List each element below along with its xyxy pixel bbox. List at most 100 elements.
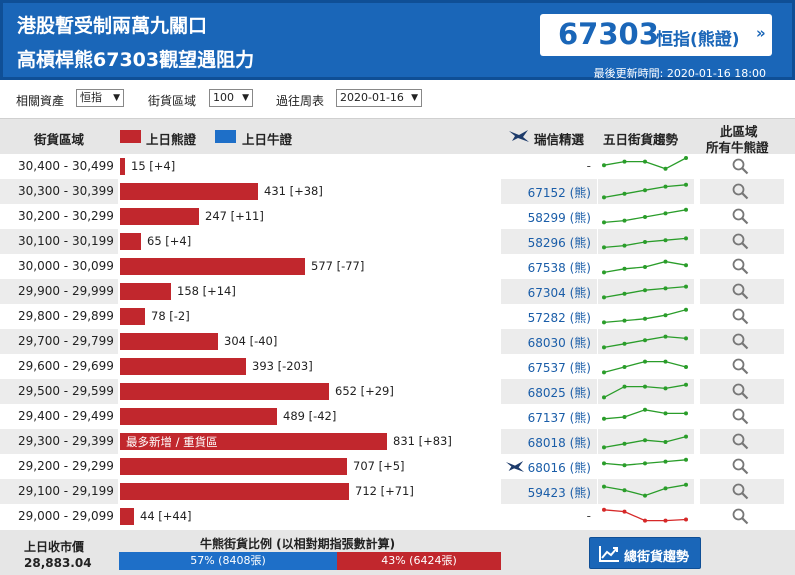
trend-sparkline — [602, 307, 688, 325]
table-row: 30,100 - 30,199 65 [+4] 58296 (熊) — [0, 229, 795, 254]
total-trend-button[interactable]: 總街貨趨勢 — [589, 537, 701, 569]
search-icon[interactable] — [732, 283, 749, 303]
search-icon[interactable] — [732, 483, 749, 503]
bear-bar[interactable] — [120, 433, 387, 450]
pick-cell: 59423 (熊) — [501, 479, 597, 504]
pick-warrant-link[interactable]: 67537 (熊) — [527, 361, 591, 375]
pick-warrant-link[interactable]: 57282 (熊) — [527, 311, 591, 325]
bear-bar[interactable] — [120, 283, 171, 300]
search-icon[interactable] — [732, 158, 749, 178]
view-all-cell — [700, 404, 784, 429]
trend-sparkline-cell[interactable] — [598, 404, 694, 429]
trend-point — [663, 459, 668, 464]
trend-point — [684, 411, 688, 416]
bear-bar[interactable] — [120, 458, 347, 475]
search-icon[interactable] — [732, 258, 749, 278]
bear-bar-value: 489 [-42] — [283, 409, 337, 423]
featured-warrant-badge[interactable]: 67303 恒指(熊證) » — [540, 14, 772, 56]
trend-point — [622, 488, 627, 493]
trend-sparkline-cell[interactable] — [598, 504, 694, 529]
trend-sparkline-cell[interactable] — [598, 229, 694, 254]
trend-sparkline-cell[interactable] — [598, 354, 694, 379]
trend-point — [643, 384, 647, 389]
featured-warrant-code[interactable]: 67303 — [558, 17, 659, 51]
zone-range-cell: 30,200 - 30,299 — [0, 204, 118, 229]
table-row: 29,900 - 29,999 158 [+14] 67304 (熊) — [0, 279, 795, 304]
bear-bar[interactable] — [120, 258, 305, 275]
trend-sparkline-cell[interactable] — [598, 279, 694, 304]
bear-bar-value: 15 [+4] — [131, 159, 176, 173]
pick-warrant-link[interactable]: 68030 (熊) — [527, 336, 591, 350]
pick-warrant-link[interactable]: 67152 (熊) — [527, 186, 591, 200]
week-select[interactable]: 2020-01-16 ▼ — [336, 89, 422, 107]
pick-warrant-link[interactable]: 68018 (熊) — [527, 436, 591, 450]
search-icon[interactable] — [732, 208, 749, 228]
asset-select[interactable]: 恒指 ▼ — [76, 89, 124, 107]
featured-warrant-type[interactable]: 恒指(熊證) — [656, 30, 740, 50]
bear-bar[interactable] — [120, 508, 134, 525]
pick-warrant-link[interactable]: 58299 (熊) — [527, 211, 591, 225]
trend-sparkline-cell[interactable] — [598, 429, 694, 454]
trend-sparkline-cell[interactable] — [598, 254, 694, 279]
pick-warrant-link[interactable]: 59423 (熊) — [527, 486, 591, 500]
bear-bar[interactable] — [120, 233, 141, 250]
search-icon[interactable] — [732, 408, 749, 428]
bear-legend-label: 上日熊證 — [146, 132, 197, 147]
bear-bar[interactable] — [120, 208, 199, 225]
trend-point — [643, 215, 647, 219]
zone-range: 29,000 - 29,099 — [18, 509, 114, 523]
trend-sparkline-cell[interactable] — [598, 479, 694, 504]
search-icon[interactable] — [732, 308, 749, 328]
trend-sparkline-cell[interactable] — [598, 454, 694, 479]
trend-sparkline-cell[interactable] — [598, 304, 694, 329]
bear-bar[interactable] — [120, 408, 277, 425]
table-row: 29,600 - 29,699 393 [-203] 67537 (熊) — [0, 354, 795, 379]
trend-sparkline — [602, 207, 688, 225]
search-icon[interactable] — [732, 333, 749, 353]
bear-bar[interactable] — [120, 333, 218, 350]
trend-point — [602, 507, 606, 512]
bear-bar[interactable] — [120, 308, 145, 325]
trend-sparkline-cell[interactable] — [598, 329, 694, 354]
zone-select[interactable]: 100 ▼ — [209, 89, 253, 107]
bear-bar[interactable] — [120, 358, 246, 375]
trend-sparkline-cell[interactable] — [598, 154, 694, 179]
trend-point — [602, 345, 606, 350]
search-icon[interactable] — [732, 433, 749, 453]
chevron-down-icon: ▼ — [411, 93, 418, 103]
search-icon[interactable] — [732, 183, 749, 203]
trend-sparkline — [602, 407, 688, 421]
bear-bar[interactable] — [120, 158, 125, 175]
bear-bar[interactable] — [120, 183, 258, 200]
trend-point — [663, 486, 668, 491]
bear-bar[interactable] — [120, 483, 349, 500]
pick-warrant-link[interactable]: 67137 (熊) — [527, 411, 591, 425]
pick-warrant-link[interactable]: 68025 (熊) — [527, 386, 591, 400]
bear-bar-value: 65 [+4] — [147, 234, 192, 248]
pick-warrant-link[interactable]: 68016 (熊) — [527, 461, 591, 475]
trend-point — [684, 182, 688, 187]
trend-point — [643, 188, 647, 193]
pick-cell: 67152 (熊) — [501, 179, 597, 204]
zone-range: 29,800 - 29,899 — [18, 309, 114, 323]
pick-warrant-link[interactable]: 58296 (熊) — [527, 236, 591, 250]
trend-point — [602, 416, 606, 421]
trend-point — [663, 184, 668, 189]
view-all-cell — [700, 179, 784, 204]
search-icon[interactable] — [732, 233, 749, 253]
search-icon[interactable] — [732, 508, 749, 528]
trend-sparkline-cell[interactable] — [598, 179, 694, 204]
trend-point — [643, 461, 647, 466]
pick-warrant-link[interactable]: 67304 (熊) — [527, 286, 591, 300]
double-chevron-right-icon[interactable]: » — [756, 24, 766, 42]
pick-warrant-link[interactable]: 67538 (熊) — [527, 261, 591, 275]
trend-sparkline-cell[interactable] — [598, 379, 694, 404]
search-icon[interactable] — [732, 358, 749, 378]
bear-bar[interactable] — [120, 383, 329, 400]
trend-point — [622, 341, 627, 346]
search-icon[interactable] — [732, 458, 749, 478]
bear-bar-value: 393 [-203] — [252, 359, 313, 373]
trend-sparkline-cell[interactable] — [598, 204, 694, 229]
trend-point — [643, 338, 647, 343]
search-icon[interactable] — [732, 383, 749, 403]
